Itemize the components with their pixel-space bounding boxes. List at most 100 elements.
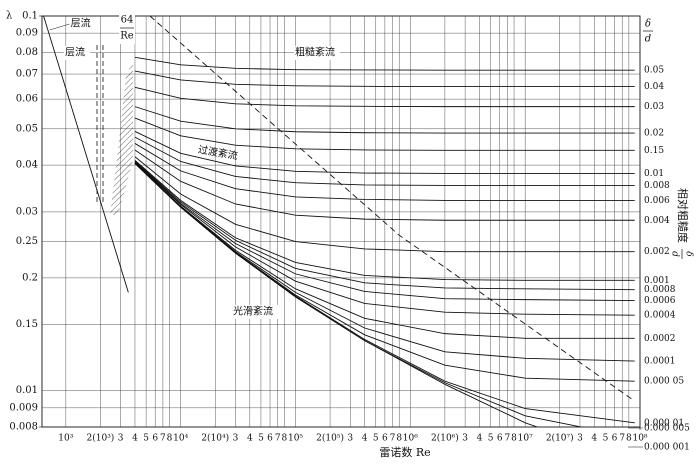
y-tick-label: 0.008 [9, 422, 38, 433]
label-bg [232, 305, 280, 319]
series-label: 0.008 [644, 181, 670, 191]
x-tick-label: 8 [282, 434, 288, 444]
label-bg [69, 17, 96, 31]
annotation: 光滑紊流 [233, 305, 273, 318]
series-label: 0.001 [644, 276, 670, 286]
x-tick-label: 3 [233, 434, 239, 444]
x-tick-label: 4 [247, 434, 253, 444]
x-tick-label: 4 [132, 434, 138, 444]
x-tick-label: 7 [275, 434, 281, 444]
y-tick-label: 0.1 [22, 11, 38, 22]
roughness-denominator: d [645, 34, 651, 45]
series-label: 0.000 005 [644, 424, 690, 434]
x-tick-label: 3 [118, 434, 124, 444]
y-tick-label: 0.04 [16, 160, 38, 171]
y2-axis-title-group: 相对粗糙度 δ d [670, 188, 694, 259]
series-label: 0.01 [644, 169, 664, 179]
series-line [134, 131, 635, 174]
label-bg [294, 46, 340, 60]
y-tick-label: 0.09 [16, 28, 38, 39]
series-line [134, 149, 635, 221]
x-tick-label: 10³ [58, 434, 73, 444]
series-line [134, 161, 635, 302]
roughness-numerator: δ [645, 19, 651, 30]
y-tick-label: 0.08 [16, 47, 38, 58]
y-tick-label: 0.07 [16, 69, 38, 80]
y-tick-label: 0.25 [16, 236, 38, 247]
series-line [134, 70, 635, 88]
y-tick-label: 0.03 [16, 206, 38, 217]
label-bg [119, 14, 135, 44]
x-tick-label: 6 [152, 434, 158, 444]
x-tick-label: 5 [603, 434, 609, 444]
series-line [134, 117, 635, 151]
x-tick-label: 7 [505, 434, 511, 444]
series-label: 0.0002 [644, 334, 676, 344]
y-tick-label: 0.15 [16, 319, 38, 330]
x-axis-title: 雷诺数 Re [379, 446, 430, 459]
series-label: 0.000 01 [644, 418, 684, 428]
series-label: 0.000 05 [644, 377, 684, 387]
x-tick-label: 6 [267, 434, 273, 444]
annotation: 粗糙紊流 [295, 46, 335, 59]
series-label: 0.0006 [644, 296, 676, 306]
boundary-line [149, 16, 635, 402]
x-tick-label: 6 [497, 434, 503, 444]
x-tick-label: 7 [160, 434, 166, 444]
series-label: 0.004 [644, 216, 670, 226]
x-tick-label: 10⁸ [632, 434, 647, 444]
series-label: 0.02 [644, 129, 664, 139]
x-tick-label: 2(10⁵) [316, 433, 344, 444]
x-tick-label: 2(10³) [87, 433, 115, 444]
y-tick-label: 0.05 [16, 123, 38, 134]
y-tick-label: 0.01 [16, 385, 38, 396]
x-tick-label: 6 [382, 434, 388, 444]
y-tick-label: 0.06 [16, 94, 38, 105]
x-tick-label: 5 [143, 434, 149, 444]
label-leader [49, 23, 70, 31]
series-label: 0.0004 [644, 311, 676, 321]
series-label: 0.006 [644, 196, 670, 206]
x-tick-label: 2(10⁷) [546, 433, 574, 444]
x-tick-label: 3 [347, 434, 353, 444]
series-line [134, 106, 635, 134]
laminar-line [43, 16, 129, 293]
y-tick-label: 0.009 [9, 402, 38, 413]
x-tick-label: 10⁴ [173, 434, 188, 444]
x-tick-label: 7 [619, 434, 625, 444]
x-tick-label: 8 [167, 434, 173, 444]
series-label: 0.000 001 [644, 443, 690, 453]
x-tick-label: 10⁵ [288, 434, 303, 444]
annotation: 过渡紊流 [197, 143, 239, 163]
x-tick-label: 2(10⁴) [201, 433, 229, 444]
x-tick-label: 2(10⁶) [431, 433, 459, 444]
series-label: 0.05 [644, 66, 664, 76]
roughness-numerator: δ [684, 251, 694, 256]
series-label: 0.0001 [644, 357, 676, 367]
series-line [134, 162, 635, 339]
series-line [134, 56, 635, 71]
roughness-denominator: d [670, 251, 680, 257]
series-line [134, 160, 635, 291]
x-tick-label: 5 [488, 434, 494, 444]
x-tick-label: 8 [626, 434, 632, 444]
series-line [134, 159, 635, 281]
x-tick-label: 8 [396, 434, 402, 444]
x-tick-label: 4 [591, 434, 597, 444]
annotation: 64 [121, 15, 134, 26]
annotation: Re [120, 31, 134, 42]
series-line [134, 156, 635, 253]
series-line [134, 143, 635, 201]
curves [43, 16, 635, 427]
x-tick-label: 3 [462, 434, 468, 444]
series-line [134, 161, 635, 316]
x-tick-label: 10⁷ [518, 434, 533, 444]
series-label: 0.0008 [644, 285, 676, 295]
x-tick-label: 4 [362, 434, 368, 444]
x-tick-label: 5 [373, 434, 379, 444]
transition-hatch [110, 62, 133, 215]
y2-axis-title: 相对粗糙度 [676, 188, 690, 243]
series-label: 0.002 [644, 247, 670, 257]
